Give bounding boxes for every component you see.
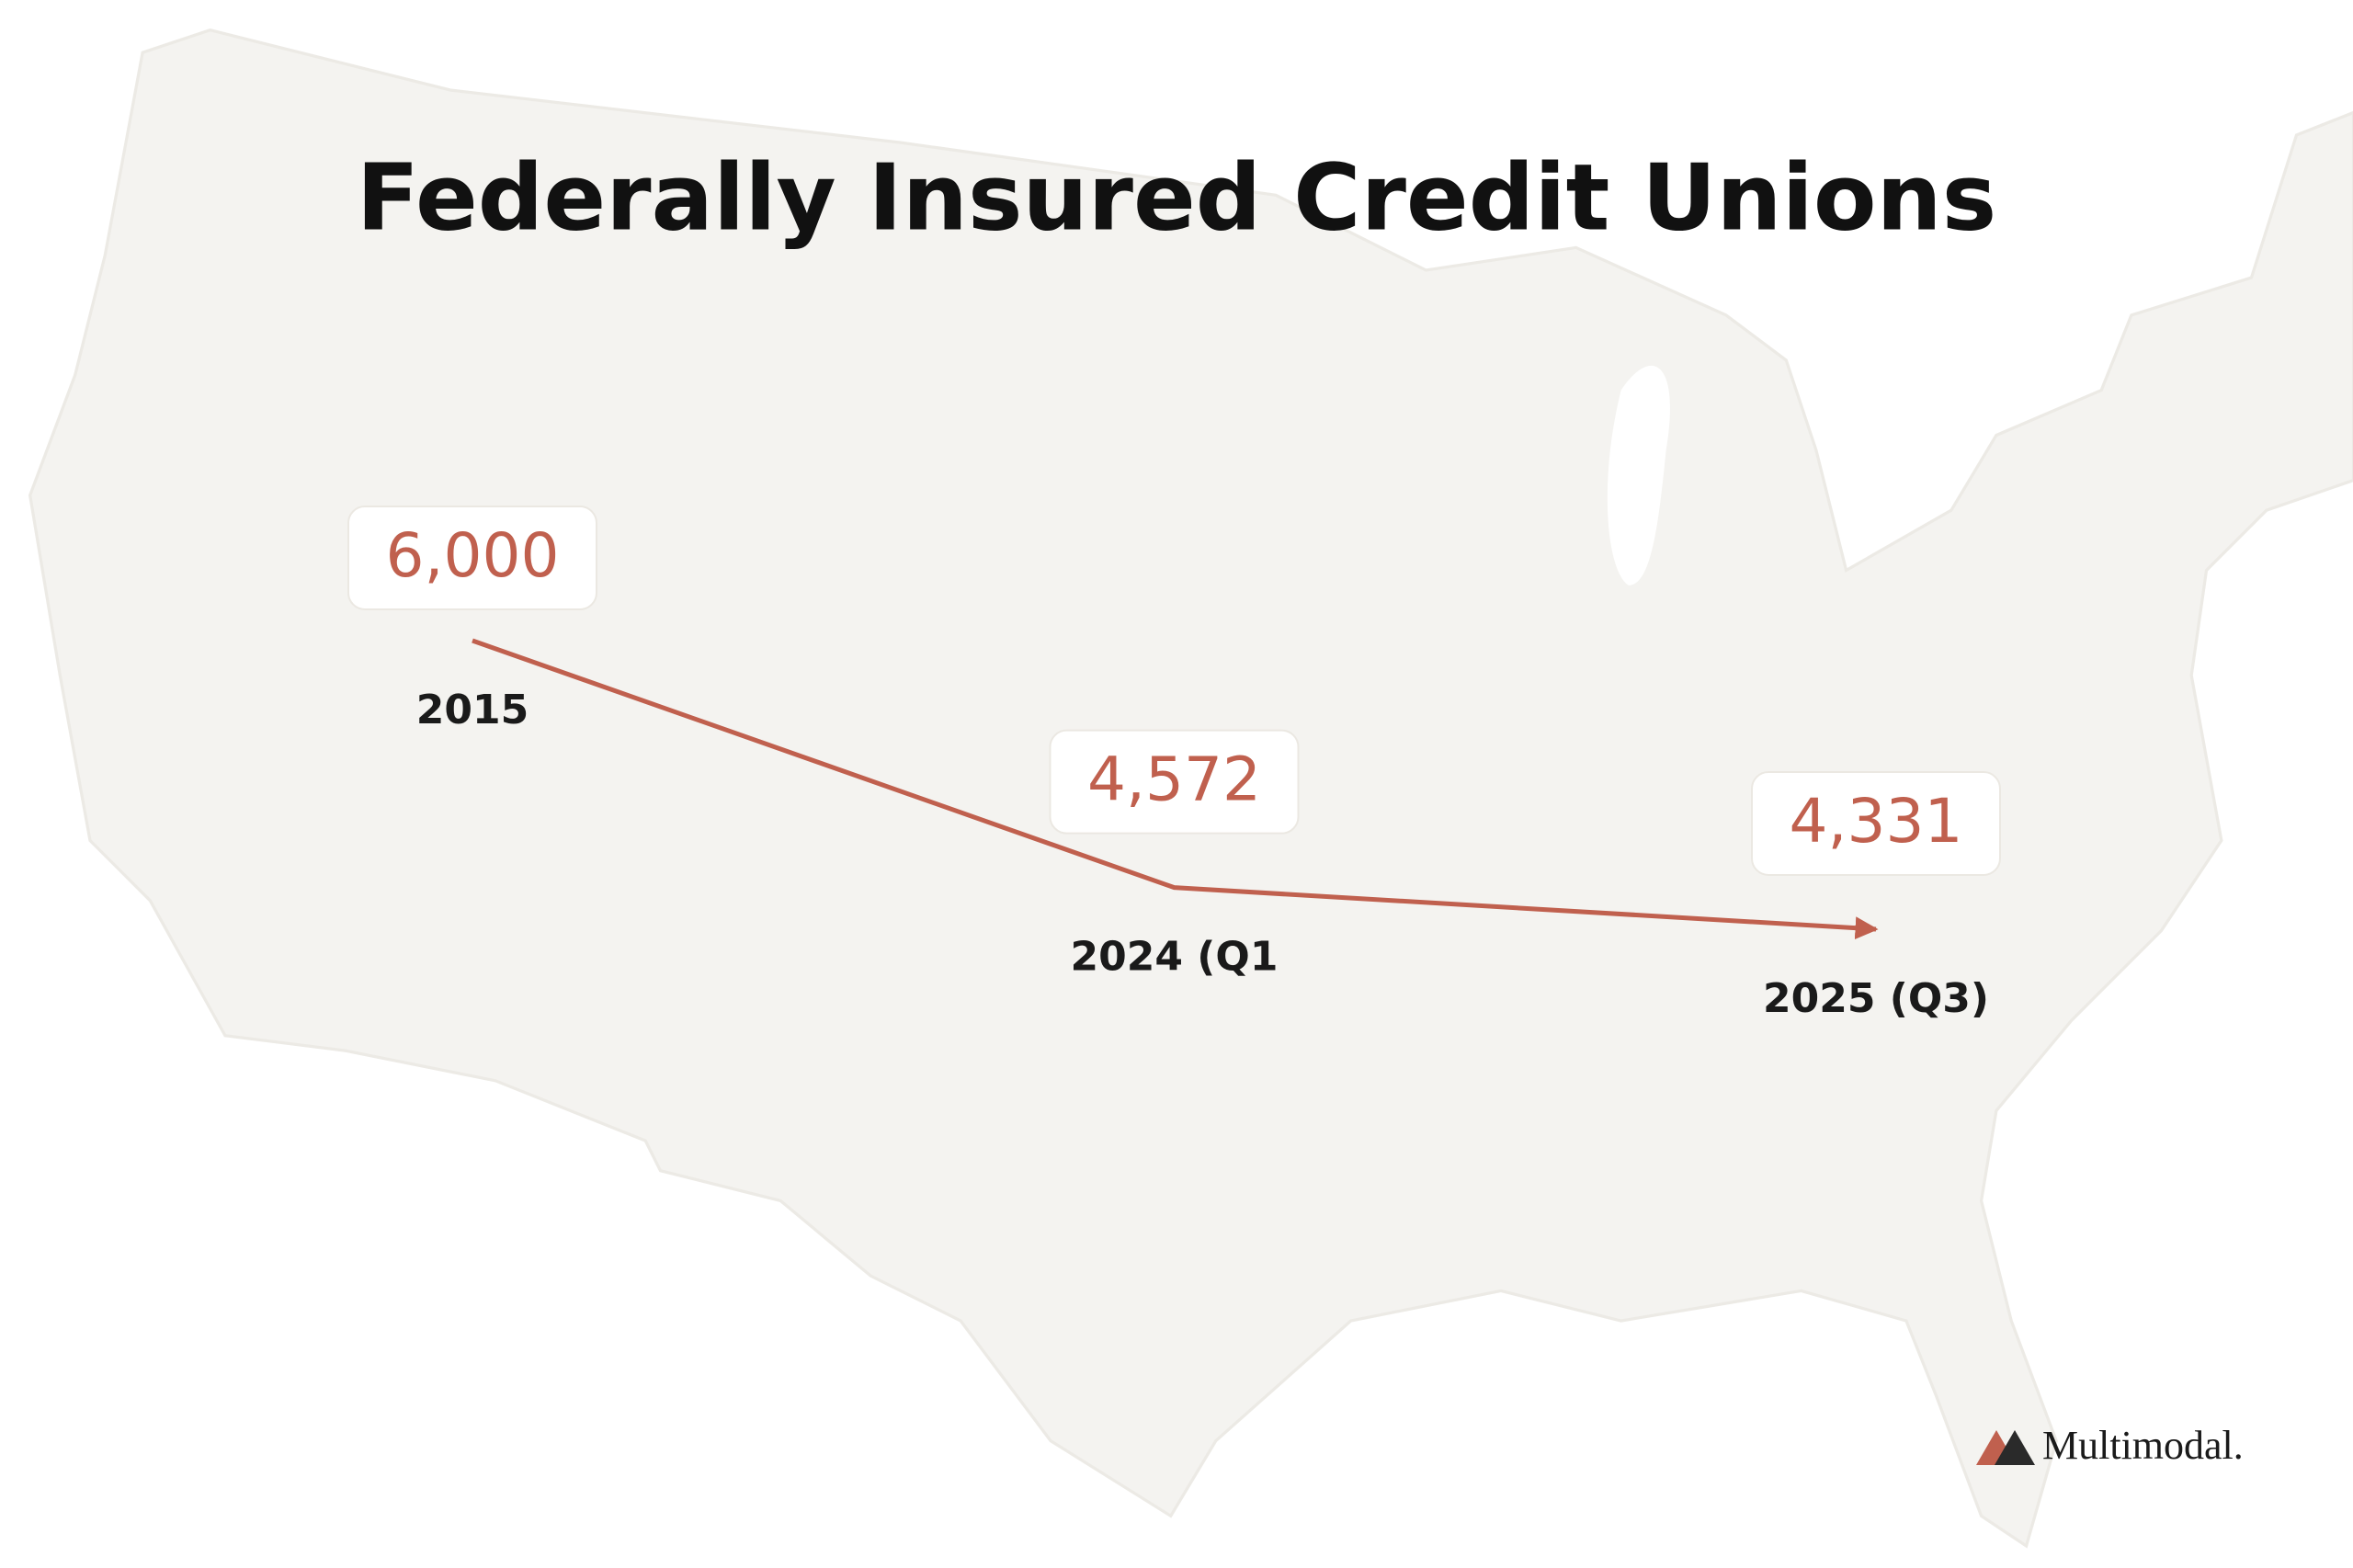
logo-text: Multimodal. xyxy=(2042,1423,2244,1468)
value-label-box xyxy=(347,506,597,610)
value-label: 4,572 xyxy=(1087,744,1261,815)
x-tick-label: 2015 xyxy=(416,687,529,733)
plot-area: 6,000 2015 4,572 2024 (Q1 4,331 2025 (Q3) xyxy=(347,506,2001,1022)
value-label: 6,000 xyxy=(386,520,560,591)
chart-title: Federally Insured Credit Unions xyxy=(357,143,1997,251)
x-tick-label: 2024 (Q1 xyxy=(1071,934,1279,981)
x-tick-label: 2025 (Q3) xyxy=(1763,975,1989,1022)
value-label-box xyxy=(1049,729,1300,835)
logo-icon xyxy=(1995,1430,2035,1465)
line xyxy=(472,638,1879,940)
value-label-box xyxy=(1751,771,2001,876)
logo: Multimodal. xyxy=(1976,1423,2244,1468)
value-label: 4,331 xyxy=(1790,786,1963,857)
